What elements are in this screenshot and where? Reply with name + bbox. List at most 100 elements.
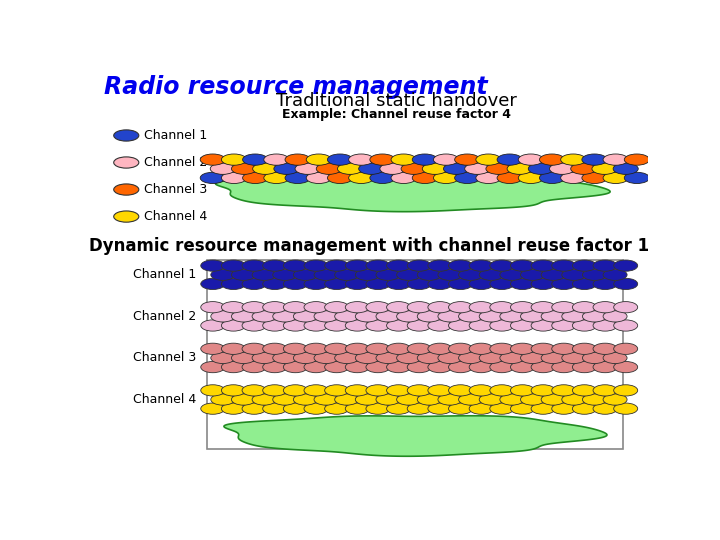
Ellipse shape <box>335 269 359 280</box>
Ellipse shape <box>613 302 638 313</box>
Ellipse shape <box>413 154 437 165</box>
Ellipse shape <box>325 302 348 313</box>
Text: Channel 4: Channel 4 <box>132 393 196 406</box>
Ellipse shape <box>428 343 452 354</box>
Ellipse shape <box>222 343 246 354</box>
Ellipse shape <box>366 361 390 373</box>
Ellipse shape <box>306 154 331 165</box>
Text: Example: Channel reuse factor 4: Example: Channel reuse factor 4 <box>282 109 511 122</box>
Ellipse shape <box>284 403 307 414</box>
Ellipse shape <box>413 172 437 184</box>
Ellipse shape <box>510 278 534 289</box>
Ellipse shape <box>480 394 503 405</box>
Ellipse shape <box>284 302 307 313</box>
Ellipse shape <box>476 172 501 184</box>
Ellipse shape <box>438 352 462 363</box>
Ellipse shape <box>490 385 514 396</box>
Ellipse shape <box>366 320 390 331</box>
Ellipse shape <box>304 302 328 313</box>
Ellipse shape <box>242 403 266 414</box>
Ellipse shape <box>603 310 627 322</box>
Ellipse shape <box>572 260 596 271</box>
Ellipse shape <box>454 172 480 184</box>
Ellipse shape <box>593 403 617 414</box>
Ellipse shape <box>242 260 266 271</box>
Ellipse shape <box>572 320 596 331</box>
Ellipse shape <box>293 310 318 322</box>
Ellipse shape <box>114 184 139 195</box>
Ellipse shape <box>613 260 638 271</box>
Ellipse shape <box>469 278 493 289</box>
Ellipse shape <box>613 163 638 174</box>
Ellipse shape <box>387 302 410 313</box>
Ellipse shape <box>490 320 514 331</box>
Ellipse shape <box>325 343 348 354</box>
Ellipse shape <box>408 343 431 354</box>
Ellipse shape <box>624 172 649 184</box>
Ellipse shape <box>449 302 472 313</box>
Ellipse shape <box>348 172 374 184</box>
Ellipse shape <box>316 163 341 174</box>
Ellipse shape <box>562 352 586 363</box>
Ellipse shape <box>380 163 405 174</box>
Ellipse shape <box>263 361 287 373</box>
Ellipse shape <box>408 278 431 289</box>
Ellipse shape <box>387 260 410 271</box>
Text: Traditional static handover: Traditional static handover <box>276 92 518 110</box>
Ellipse shape <box>613 385 638 396</box>
Text: Channel 3: Channel 3 <box>132 352 196 365</box>
Ellipse shape <box>572 302 596 313</box>
Ellipse shape <box>397 269 420 280</box>
Ellipse shape <box>521 352 544 363</box>
Ellipse shape <box>304 278 328 289</box>
Ellipse shape <box>552 278 576 289</box>
Ellipse shape <box>346 403 369 414</box>
Text: Dynamic resource management with channel reuse factor 1: Dynamic resource management with channel… <box>89 238 649 255</box>
Ellipse shape <box>293 394 318 405</box>
Ellipse shape <box>201 385 225 396</box>
Ellipse shape <box>295 163 320 174</box>
Ellipse shape <box>572 403 596 414</box>
Ellipse shape <box>531 343 555 354</box>
Ellipse shape <box>510 403 534 414</box>
Ellipse shape <box>284 361 307 373</box>
Ellipse shape <box>500 394 524 405</box>
Ellipse shape <box>242 343 266 354</box>
Ellipse shape <box>469 320 493 331</box>
Ellipse shape <box>243 172 268 184</box>
Text: Channel 4: Channel 4 <box>144 210 207 223</box>
Ellipse shape <box>387 278 410 289</box>
Ellipse shape <box>552 320 576 331</box>
Ellipse shape <box>376 352 400 363</box>
Ellipse shape <box>433 154 459 165</box>
Ellipse shape <box>423 163 447 174</box>
Ellipse shape <box>263 302 287 313</box>
Ellipse shape <box>243 154 268 165</box>
Text: Channel 1: Channel 1 <box>132 268 196 281</box>
Ellipse shape <box>572 278 596 289</box>
Ellipse shape <box>521 310 544 322</box>
Ellipse shape <box>252 310 276 322</box>
Ellipse shape <box>325 361 348 373</box>
Ellipse shape <box>464 163 490 174</box>
Ellipse shape <box>408 302 431 313</box>
Ellipse shape <box>531 403 555 414</box>
Ellipse shape <box>293 352 318 363</box>
Ellipse shape <box>391 172 416 184</box>
Ellipse shape <box>449 361 472 373</box>
Ellipse shape <box>603 269 627 280</box>
Ellipse shape <box>252 394 276 405</box>
Ellipse shape <box>459 269 482 280</box>
Ellipse shape <box>561 154 586 165</box>
Ellipse shape <box>346 278 369 289</box>
Ellipse shape <box>242 361 266 373</box>
Ellipse shape <box>562 310 586 322</box>
Ellipse shape <box>518 172 544 184</box>
Ellipse shape <box>274 163 299 174</box>
Ellipse shape <box>459 310 482 322</box>
Ellipse shape <box>582 310 606 322</box>
Ellipse shape <box>539 154 564 165</box>
Ellipse shape <box>572 343 596 354</box>
Ellipse shape <box>242 320 266 331</box>
Ellipse shape <box>593 320 617 331</box>
